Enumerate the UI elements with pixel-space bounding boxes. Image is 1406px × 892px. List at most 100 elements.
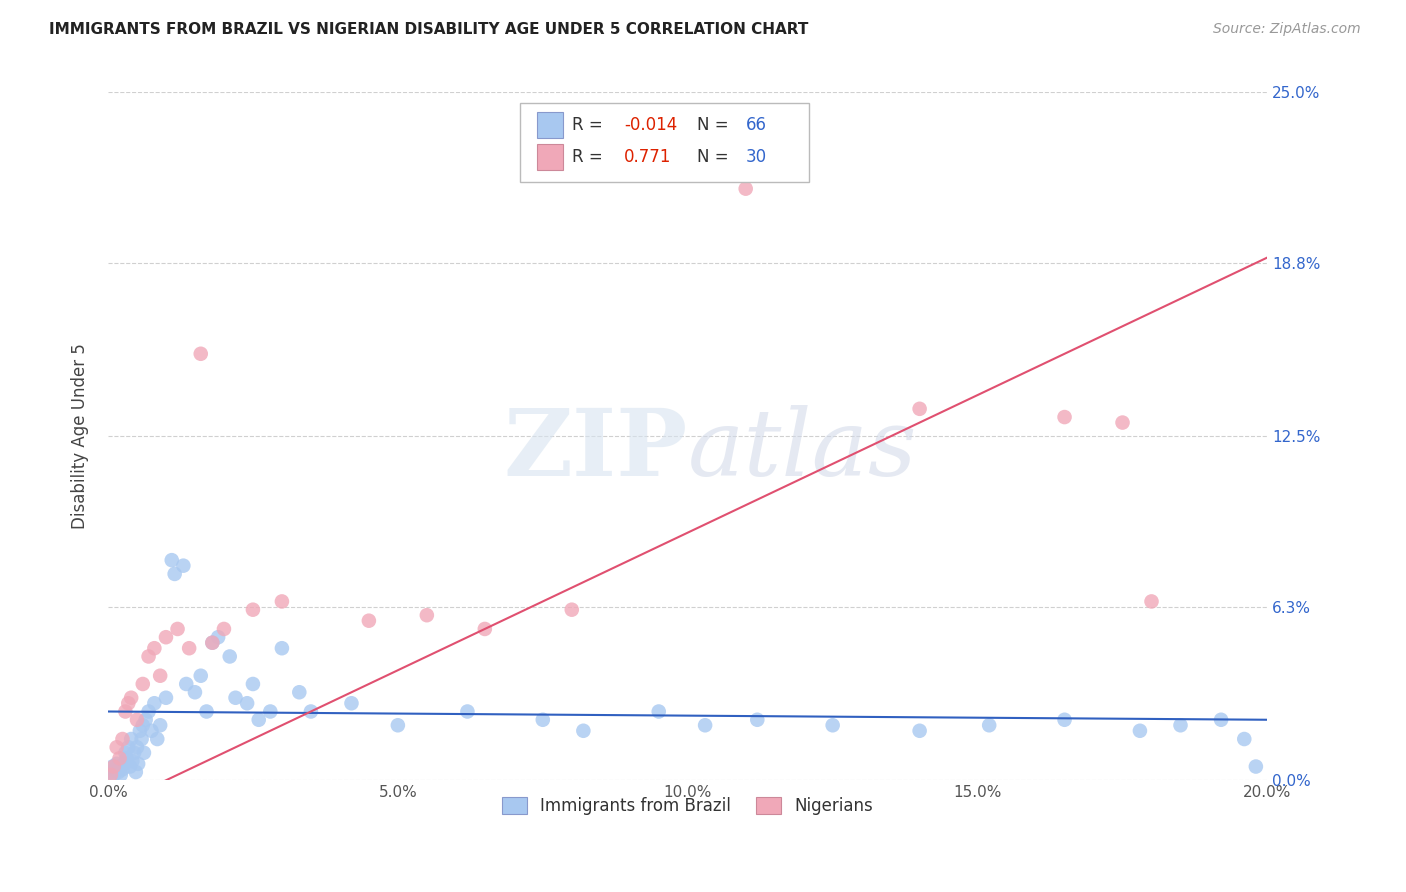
Point: [195, 705, 218, 719]
Bar: [537, 144, 562, 170]
Y-axis label: Disability Age Under 5: Disability Age Under 5: [72, 343, 89, 529]
Text: -0.014: -0.014: [624, 116, 678, 135]
Point: [908, 401, 931, 416]
Point: [107, 765, 129, 780]
Point: [259, 705, 281, 719]
Point: [648, 705, 671, 719]
Point: [299, 705, 322, 719]
Point: [103, 768, 125, 782]
Point: [138, 649, 160, 664]
Point: [110, 768, 132, 782]
Point: [416, 608, 439, 623]
Point: [127, 756, 149, 771]
Point: [1140, 594, 1163, 608]
Point: [218, 649, 240, 664]
Point: [1111, 416, 1133, 430]
Point: [387, 718, 409, 732]
Point: [111, 732, 134, 747]
Point: [340, 696, 363, 710]
Point: [101, 759, 124, 773]
Point: [821, 718, 844, 732]
Point: [138, 705, 160, 719]
Point: [103, 759, 125, 773]
Point: [132, 746, 155, 760]
Text: 0.771: 0.771: [624, 148, 671, 166]
Point: [747, 713, 769, 727]
Point: [357, 614, 380, 628]
Point: [572, 723, 595, 738]
Point: [120, 690, 142, 705]
Point: [143, 696, 166, 710]
Point: [149, 669, 172, 683]
Point: [212, 622, 235, 636]
Text: 30: 30: [745, 148, 766, 166]
Point: [114, 746, 136, 760]
Point: [1053, 410, 1076, 425]
Point: [163, 566, 186, 581]
Text: ZIP: ZIP: [503, 405, 688, 495]
Point: [1053, 713, 1076, 727]
Point: [125, 713, 148, 727]
Point: [184, 685, 207, 699]
Text: atlas: atlas: [688, 405, 917, 495]
Text: N =: N =: [697, 148, 728, 166]
Point: [108, 751, 131, 765]
Text: IMMIGRANTS FROM BRAZIL VS NIGERIAN DISABILITY AGE UNDER 5 CORRELATION CHART: IMMIGRANTS FROM BRAZIL VS NIGERIAN DISAB…: [49, 22, 808, 37]
Point: [104, 762, 127, 776]
Point: [125, 740, 148, 755]
Point: [122, 746, 145, 760]
FancyBboxPatch shape: [520, 103, 810, 182]
Point: [155, 630, 177, 644]
Point: [271, 594, 294, 608]
Point: [105, 740, 128, 755]
Point: [131, 732, 153, 747]
Point: [1170, 718, 1192, 732]
Point: [114, 705, 136, 719]
Point: [247, 713, 270, 727]
Point: [236, 696, 259, 710]
Point: [1244, 759, 1267, 773]
Text: Source: ZipAtlas.com: Source: ZipAtlas.com: [1213, 22, 1361, 37]
Point: [1233, 732, 1256, 747]
Point: [908, 723, 931, 738]
Point: [531, 713, 554, 727]
Point: [734, 182, 756, 196]
Point: [146, 732, 169, 747]
Point: [115, 751, 138, 765]
Point: [141, 723, 163, 738]
Point: [561, 603, 583, 617]
Point: [132, 677, 155, 691]
Point: [288, 685, 311, 699]
Point: [108, 759, 131, 773]
Point: [979, 718, 1001, 732]
Point: [201, 636, 224, 650]
Point: [1209, 713, 1232, 727]
Point: [125, 765, 148, 780]
Point: [117, 696, 139, 710]
Point: [1129, 723, 1152, 738]
Text: N =: N =: [697, 116, 728, 135]
Point: [117, 740, 139, 755]
Point: [172, 558, 194, 573]
Point: [149, 718, 172, 732]
Text: R =: R =: [572, 148, 603, 166]
Point: [456, 705, 478, 719]
Point: [242, 677, 264, 691]
Point: [474, 622, 496, 636]
Point: [120, 732, 142, 747]
Point: [112, 756, 135, 771]
Point: [695, 718, 717, 732]
Point: [166, 622, 188, 636]
Point: [111, 762, 134, 776]
Point: [155, 690, 177, 705]
Point: [105, 756, 128, 771]
Point: [225, 690, 247, 705]
Point: [271, 641, 294, 656]
Point: [118, 759, 141, 773]
Point: [174, 677, 197, 691]
Text: 66: 66: [745, 116, 766, 135]
Bar: [537, 112, 562, 138]
Point: [207, 630, 229, 644]
Text: R =: R =: [572, 116, 603, 135]
Point: [100, 768, 122, 782]
